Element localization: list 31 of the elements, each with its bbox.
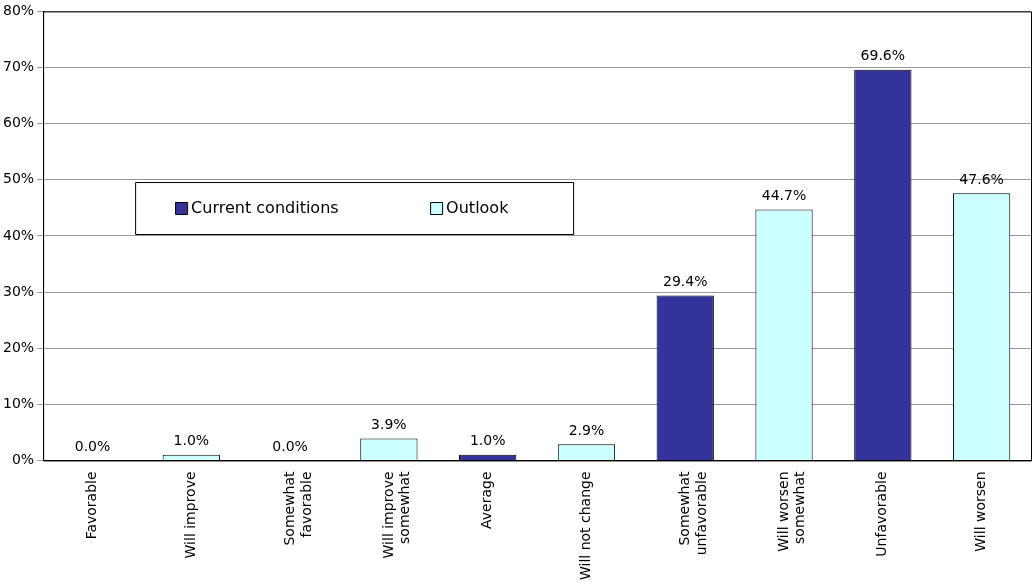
y-tick-label: 30% <box>2 282 35 299</box>
y-tick-label: 60% <box>2 114 35 131</box>
y-tick-label: 40% <box>2 226 35 243</box>
data-label: 29.4% <box>663 273 708 290</box>
data-label: 2.9% <box>568 421 605 438</box>
y-tick-label: 80% <box>2 2 35 19</box>
y-tick-label: 10% <box>2 394 35 411</box>
data-label: 3.9% <box>371 416 407 433</box>
y-tick-label: 20% <box>2 338 35 355</box>
y-tick-label: 0% <box>11 451 35 468</box>
x-tick-label: Unfavorable <box>873 471 890 557</box>
x-tick-label: Will improve <box>181 471 198 559</box>
x-tick-label: Somewhat unfavorable <box>675 470 709 556</box>
data-label: 1.0% <box>173 432 210 449</box>
data-label: 0.0% <box>272 438 308 455</box>
y-tick-label: 50% <box>2 170 35 187</box>
y-tick-label: 70% <box>2 58 35 75</box>
legend-label: Current conditions <box>191 198 339 218</box>
data-label: 47.6% <box>959 170 1004 187</box>
x-tick-label: Will worsen <box>972 471 989 552</box>
data-label: 44.7% <box>761 187 807 204</box>
data-label: 0.0% <box>74 438 111 455</box>
x-tick-label: Average <box>478 471 495 529</box>
x-tick-label: Favorable <box>83 471 100 540</box>
legend-label: Outlook <box>446 198 510 218</box>
x-tick-label: Will not change <box>577 471 594 581</box>
data-label: 69.6% <box>860 47 906 64</box>
x-tick-label: Will worsen somewhat <box>774 470 808 552</box>
x-tick-label: Somewhat favorable <box>280 470 314 546</box>
x-tick-label: Will improve somewhat <box>379 470 413 559</box>
data-label: 1.0% <box>469 432 506 449</box>
